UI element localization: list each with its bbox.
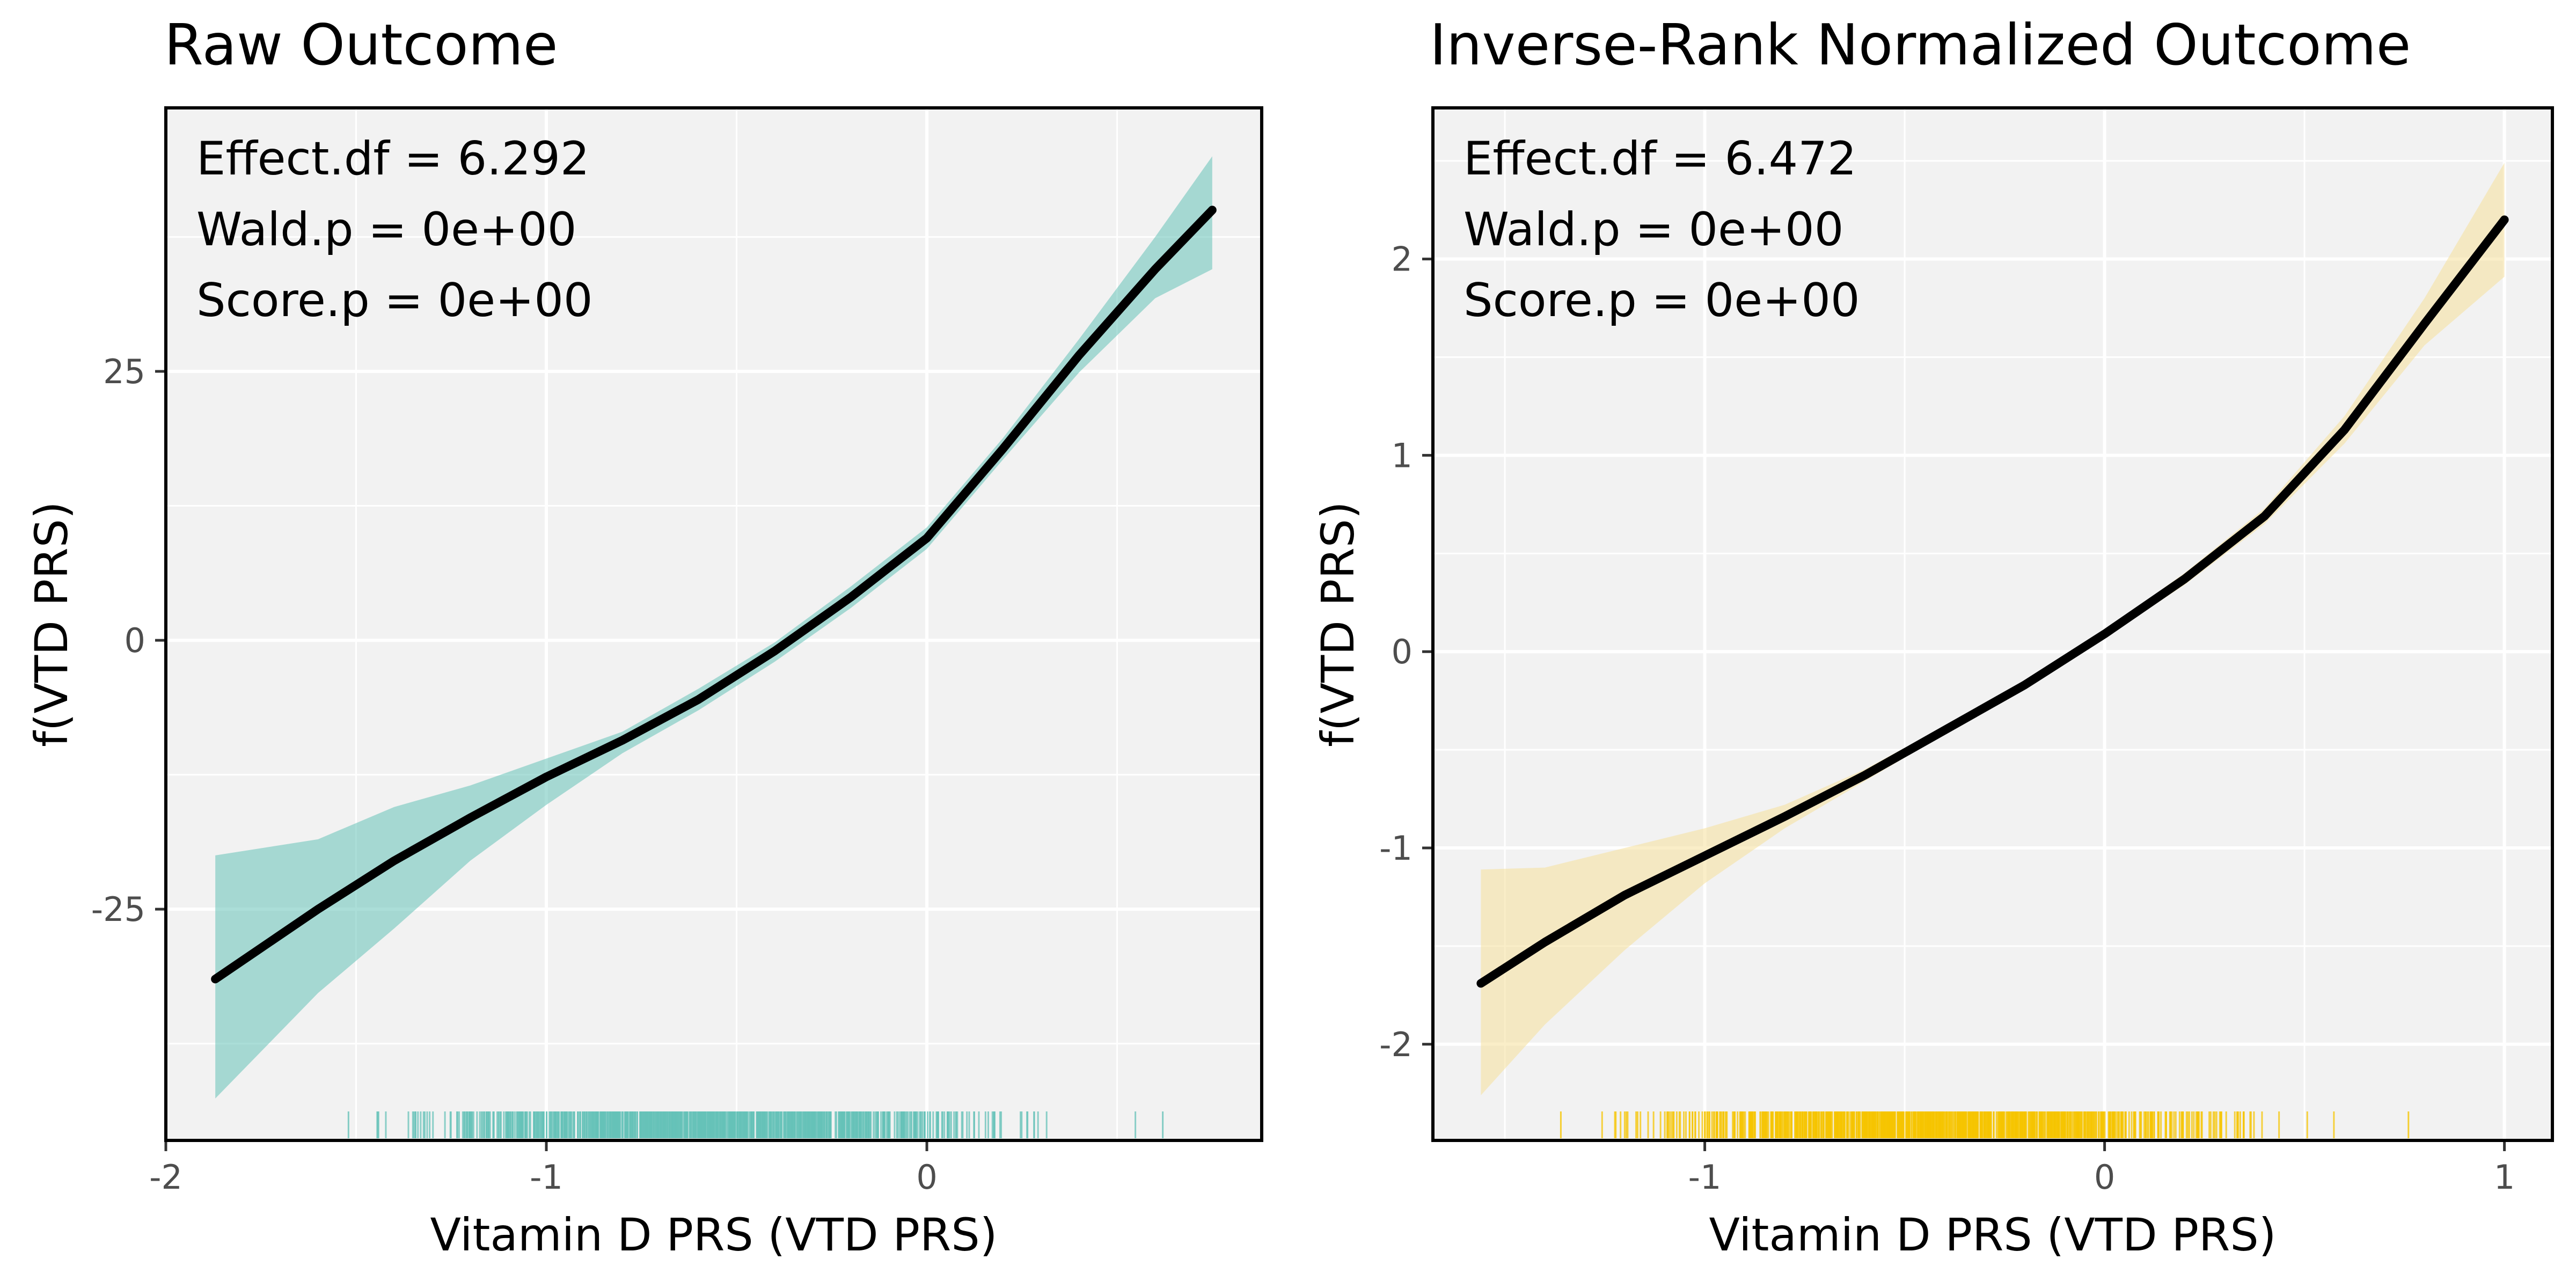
panel-title-normalized: Inverse-Rank Normalized Outcome xyxy=(1430,12,2411,78)
x-axis-label-normalized: Vitamin D PRS (VTD PRS) xyxy=(1709,1209,2277,1261)
y-tick-label: -1 xyxy=(1379,829,1413,868)
annotation-wald-p: Wald.p = 0e+00 xyxy=(196,203,577,257)
y-tick-label: 2 xyxy=(1392,240,1413,279)
x-tick-label: -1 xyxy=(530,1158,563,1197)
smooth-curve xyxy=(211,206,1217,984)
y-tick-label: 0 xyxy=(125,621,145,660)
x-tick-label: -2 xyxy=(149,1158,182,1197)
y-axis-label-normalized: f(VTD PRS) xyxy=(1312,501,1364,747)
grid-lines xyxy=(1433,108,2552,1140)
panel-background xyxy=(1433,108,2552,1140)
rug-marks xyxy=(1560,1111,2410,1138)
y-tick-label: 25 xyxy=(103,352,145,391)
panel-border xyxy=(1431,106,2554,1142)
smooth-curve xyxy=(1476,215,2509,988)
panel-border xyxy=(164,106,1263,1142)
y-tick-label: -2 xyxy=(1379,1025,1413,1064)
y-tick-label: 0 xyxy=(1392,632,1413,671)
confidence-band xyxy=(215,156,1212,1099)
annotation-wald-p: Wald.p = 0e+00 xyxy=(1463,203,1844,257)
annotation-effect-df: Effect.df = 6.472 xyxy=(1463,132,1857,186)
x-tick-label: 0 xyxy=(2094,1158,2115,1197)
y-axis-label-raw: f(VTD PRS) xyxy=(25,501,78,747)
x-tick-label: 1 xyxy=(2494,1158,2515,1197)
annotation-effect-df: Effect.df = 6.292 xyxy=(196,132,590,186)
axis-ticks: -1 0 1 -2 -1 0 1 2 xyxy=(1379,240,2515,1197)
annotation-score-p: Score.p = 0e+00 xyxy=(1463,274,1860,327)
annotation-score-p: Score.p = 0e+00 xyxy=(196,274,593,327)
plot-panel-raw: -2 -1 0 -25 0 25 Effect.df = 6.292 Wald.p = 0… xyxy=(91,106,1263,1197)
rug-marks xyxy=(347,1111,1164,1138)
axis-ticks: -2 -1 0 -25 0 25 xyxy=(91,352,938,1197)
plot-panel-normalized: -1 0 1 -2 -1 0 1 2 Effect.df = 6.472 Wald.p = 0… xyxy=(1379,106,2554,1197)
x-axis-label-raw: Vitamin D PRS (VTD PRS) xyxy=(430,1209,998,1261)
y-tick-label: 1 xyxy=(1392,436,1413,475)
x-tick-label: 0 xyxy=(916,1158,937,1197)
panel-title-raw: Raw Outcome xyxy=(164,12,558,78)
x-tick-label: -1 xyxy=(1688,1158,1722,1197)
panel-background xyxy=(166,108,1262,1140)
y-tick-label: -25 xyxy=(91,890,145,929)
